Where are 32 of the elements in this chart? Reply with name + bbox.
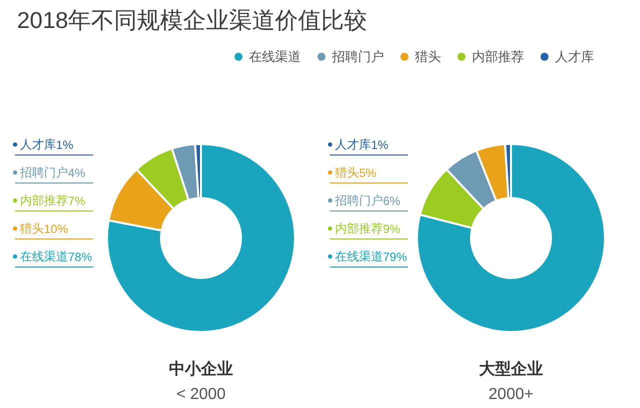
legend-label: 在线渠道 — [334, 250, 383, 264]
data-label: 4% — [68, 166, 86, 180]
data-label: 9% — [383, 222, 401, 236]
legend-label: 招聘门户 — [334, 194, 383, 208]
legend-label: 在线渠道 — [20, 250, 68, 264]
data-label: 6% — [383, 194, 401, 208]
category-label: 猎头 — [415, 48, 441, 64]
legend-label: 猎头 — [334, 166, 359, 180]
data-label: 5% — [359, 166, 377, 180]
data-label: 7% — [68, 194, 86, 208]
chart-title: 2018年不同规模企业渠道价值比较 — [17, 7, 368, 33]
text: 中小企业 — [169, 360, 233, 378]
legend-label: 招聘门户 — [18, 166, 68, 180]
legend-label: 内部推荐 — [20, 194, 68, 208]
legend-label: 人才库 — [334, 138, 371, 152]
donut-slice — [106, 143, 296, 333]
donut-slice — [416, 143, 606, 333]
data-label: 1% — [371, 138, 389, 152]
legend-label: 内部推荐 — [334, 222, 383, 236]
data-label: 10% — [44, 222, 68, 236]
category-label: 招聘门户 — [331, 48, 384, 64]
text: < 2000 — [176, 386, 226, 403]
legend-label: 猎头 — [20, 222, 44, 236]
text: 大型企业 — [479, 360, 543, 378]
data-label: 79% — [383, 250, 408, 264]
data-label: 1% — [56, 138, 74, 152]
category-label: 内部推荐 — [472, 48, 524, 64]
category-label: 人才库 — [555, 48, 594, 64]
legend-label: 人才库 — [20, 138, 56, 152]
category-label: 在线渠道 — [249, 48, 301, 64]
data-label: 78% — [68, 250, 92, 264]
text: 2000+ — [488, 386, 534, 403]
